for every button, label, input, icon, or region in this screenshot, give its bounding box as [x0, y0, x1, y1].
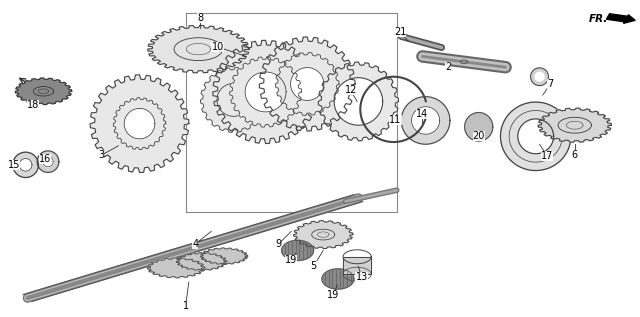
Polygon shape — [282, 240, 314, 261]
Text: 13: 13 — [355, 272, 368, 282]
Text: 20: 20 — [472, 131, 485, 141]
Text: 4: 4 — [192, 239, 198, 249]
Text: 2: 2 — [445, 61, 451, 72]
Polygon shape — [148, 25, 249, 73]
Text: 5: 5 — [310, 261, 317, 271]
Polygon shape — [531, 68, 548, 86]
Polygon shape — [401, 97, 450, 144]
Polygon shape — [19, 158, 32, 171]
Polygon shape — [538, 108, 611, 142]
Text: 21: 21 — [394, 27, 406, 37]
Polygon shape — [177, 253, 227, 270]
Polygon shape — [200, 68, 267, 132]
Text: 6: 6 — [572, 150, 578, 160]
Polygon shape — [465, 113, 493, 141]
Polygon shape — [217, 83, 250, 116]
Text: 7: 7 — [547, 79, 554, 89]
Polygon shape — [294, 221, 353, 249]
Polygon shape — [124, 108, 155, 139]
Text: 9: 9 — [275, 239, 282, 249]
Polygon shape — [15, 78, 72, 105]
Polygon shape — [318, 62, 399, 141]
Polygon shape — [259, 37, 355, 131]
Text: 19: 19 — [285, 255, 298, 265]
Text: 15: 15 — [8, 160, 20, 170]
Polygon shape — [500, 102, 571, 171]
Text: 10: 10 — [211, 42, 224, 52]
Polygon shape — [518, 119, 554, 154]
Polygon shape — [147, 258, 205, 278]
Text: 16: 16 — [38, 153, 51, 164]
Polygon shape — [322, 269, 354, 289]
Polygon shape — [275, 53, 339, 115]
Text: 18: 18 — [27, 100, 40, 110]
Text: 19: 19 — [326, 290, 339, 300]
Text: 14: 14 — [416, 109, 429, 119]
Polygon shape — [535, 72, 544, 81]
Polygon shape — [230, 57, 301, 127]
Polygon shape — [343, 257, 371, 274]
Text: 3: 3 — [98, 150, 104, 160]
Polygon shape — [291, 68, 324, 100]
Polygon shape — [412, 107, 440, 134]
Polygon shape — [113, 98, 166, 150]
Polygon shape — [90, 75, 189, 172]
Polygon shape — [43, 157, 53, 167]
Text: 11: 11 — [389, 115, 402, 126]
Polygon shape — [334, 78, 383, 125]
Polygon shape — [212, 40, 319, 144]
Text: 12: 12 — [344, 85, 357, 95]
Polygon shape — [37, 151, 59, 172]
Text: 8: 8 — [197, 13, 204, 23]
Text: 1: 1 — [182, 301, 189, 311]
Text: FR.: FR. — [589, 14, 608, 24]
Polygon shape — [245, 72, 286, 112]
Text: 17: 17 — [541, 151, 554, 161]
Polygon shape — [200, 248, 248, 264]
FancyArrow shape — [607, 14, 635, 23]
Polygon shape — [13, 152, 38, 178]
